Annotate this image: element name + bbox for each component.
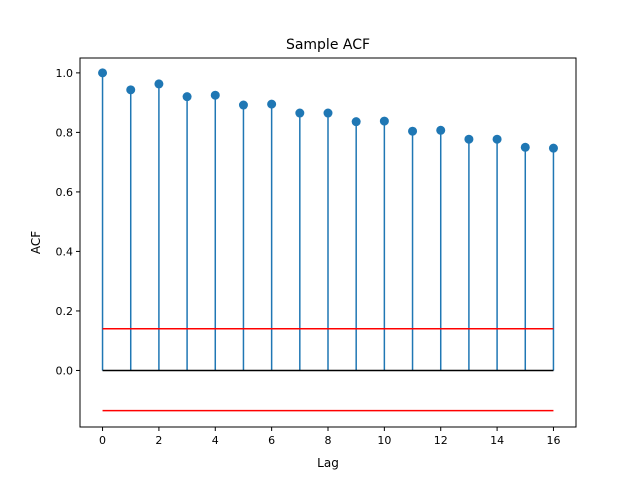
stem-marker-lag-10 [379,116,389,126]
x-tick-label: 10 [377,434,391,447]
y-axis-label: ACF [29,231,43,254]
stem-marker-lag-11 [408,126,418,136]
stem-marker-lag-0 [98,68,108,78]
y-tick-label: 0.6 [56,186,74,199]
y-tick-label: 0.4 [56,245,74,258]
stem-marker-lag-3 [182,92,192,102]
x-tick-label: 6 [268,434,275,447]
x-tick-label: 4 [212,434,219,447]
plot-layer [98,68,558,412]
y-tick-label: 0.2 [56,305,74,318]
stem-marker-lag-4 [210,90,220,100]
y-tick-label: 0.8 [56,126,74,139]
stem-marker-lag-6 [267,99,277,109]
x-tick-label: 2 [155,434,162,447]
y-tick-label: 0.0 [56,364,74,377]
y-tick-label: 1.0 [56,67,74,80]
stem-marker-lag-7 [295,108,305,118]
axis-layer: 0 2 4 6 8 10 12 14 16 0.0 0.2 0.4 0.6 0.8 1.0 [56,67,561,447]
x-tick-label: 8 [325,434,332,447]
chart-title: Sample ACF [286,37,370,53]
stem-marker-lag-8 [323,108,333,118]
x-axis-label: Lag [317,456,339,470]
stem-marker-lag-16 [548,143,558,153]
stem-marker-lag-14 [492,134,502,144]
stem-marker-lag-13 [464,134,474,144]
x-tick-label: 14 [490,434,504,447]
stem-marker-lag-5 [238,100,248,110]
x-tick-label: 16 [546,434,560,447]
x-tick-label: 0 [99,434,106,447]
x-tick-label: 12 [434,434,448,447]
stem-marker-lag-1 [126,85,136,95]
stem-marker-lag-2 [154,79,164,89]
stem-marker-lag-12 [436,125,446,135]
stem-marker-lag-9 [351,117,361,127]
stem-marker-lag-15 [520,142,530,152]
